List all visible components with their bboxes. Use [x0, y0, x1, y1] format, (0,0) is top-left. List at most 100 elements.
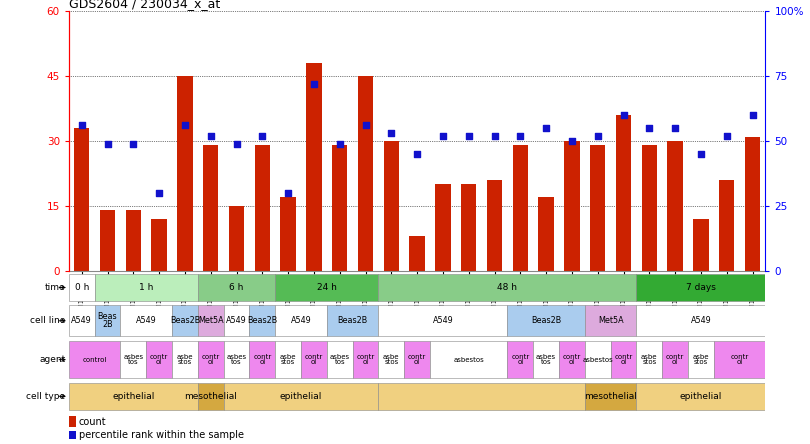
Point	[463, 132, 475, 139]
Bar	[590, 145, 606, 271]
Bar	[611, 341, 637, 378]
Bar	[637, 274, 765, 301]
Bar	[637, 383, 765, 409]
Bar	[688, 341, 714, 378]
Point	[333, 140, 346, 147]
Bar	[404, 341, 430, 378]
Text: contr
ol: contr ol	[731, 354, 748, 365]
Bar	[352, 341, 378, 378]
Bar	[513, 145, 528, 271]
Bar	[667, 141, 683, 271]
Text: cell type: cell type	[27, 392, 66, 401]
Point	[591, 132, 604, 139]
Bar	[126, 210, 141, 271]
Text: 0 h: 0 h	[75, 283, 89, 292]
Text: asbes
tos: asbes tos	[330, 354, 350, 365]
Bar	[332, 145, 347, 271]
Bar	[507, 305, 585, 336]
Bar	[358, 76, 373, 271]
Text: 1 h: 1 h	[139, 283, 153, 292]
Bar	[435, 184, 450, 271]
Bar	[327, 305, 378, 336]
Point	[617, 111, 630, 119]
Text: asbes
tos: asbes tos	[227, 354, 246, 365]
Bar	[69, 305, 95, 336]
Text: asbe
stos: asbe stos	[641, 354, 658, 365]
Text: percentile rank within the sample: percentile rank within the sample	[79, 430, 244, 440]
Text: asbes
tos: asbes tos	[123, 354, 143, 365]
Bar	[306, 63, 322, 271]
Text: asbe
stos: asbe stos	[280, 354, 296, 365]
Bar	[151, 219, 167, 271]
Bar	[378, 305, 507, 336]
Bar	[637, 341, 663, 378]
Bar	[69, 431, 76, 440]
Text: 48 h: 48 h	[497, 283, 518, 292]
Text: 24 h: 24 h	[317, 283, 337, 292]
Text: agent: agent	[40, 355, 66, 364]
Bar	[714, 341, 765, 378]
Point	[101, 140, 114, 147]
Text: Met5A: Met5A	[598, 316, 624, 325]
Text: GDS2604 / 230034_x_at: GDS2604 / 230034_x_at	[69, 0, 220, 10]
Point	[385, 130, 398, 137]
Bar	[249, 305, 275, 336]
Bar	[69, 383, 198, 409]
Bar	[254, 145, 270, 271]
Point	[488, 132, 501, 139]
Point	[746, 111, 759, 119]
Bar	[198, 274, 275, 301]
Point	[204, 132, 217, 139]
Text: asbe
stos: asbe stos	[693, 354, 710, 365]
Bar	[121, 305, 172, 336]
Bar	[275, 305, 327, 336]
Point	[308, 80, 321, 87]
Text: A549: A549	[433, 316, 454, 325]
Point	[565, 138, 578, 145]
Text: contr
ol: contr ol	[615, 354, 633, 365]
Bar	[95, 274, 198, 301]
Text: mesothelial: mesothelial	[185, 392, 237, 401]
Bar	[430, 341, 507, 378]
Point	[152, 190, 165, 197]
Point	[75, 122, 88, 129]
Text: epithelial: epithelial	[280, 392, 322, 401]
Bar	[74, 128, 89, 271]
Point	[282, 190, 295, 197]
Bar	[642, 145, 657, 271]
Text: count: count	[79, 417, 107, 427]
Text: cell line: cell line	[30, 316, 66, 325]
Text: time: time	[45, 283, 66, 292]
Bar	[224, 341, 249, 378]
Bar	[121, 341, 147, 378]
Text: 7 days: 7 days	[686, 283, 716, 292]
Bar	[565, 141, 580, 271]
Bar	[69, 416, 76, 427]
Text: epithelial: epithelial	[680, 392, 723, 401]
Bar	[693, 219, 709, 271]
Text: 6 h: 6 h	[229, 283, 244, 292]
Text: Beas2B: Beas2B	[247, 316, 278, 325]
Point	[669, 124, 682, 131]
Bar	[100, 210, 115, 271]
Text: asbes
tos: asbes tos	[536, 354, 556, 365]
Point	[437, 132, 450, 139]
Text: contr
ol: contr ol	[254, 354, 271, 365]
Bar	[585, 383, 637, 409]
Point	[514, 132, 526, 139]
Point	[411, 151, 424, 158]
Bar	[198, 305, 224, 336]
Bar	[384, 141, 399, 271]
Bar	[487, 180, 502, 271]
Bar	[177, 76, 193, 271]
Point	[359, 122, 372, 129]
Text: contr
ol: contr ol	[202, 354, 220, 365]
Text: asbe
stos: asbe stos	[177, 354, 194, 365]
Bar	[224, 383, 378, 409]
Point	[256, 132, 269, 139]
Bar	[637, 305, 765, 336]
Bar	[539, 197, 554, 271]
Bar	[198, 383, 224, 409]
Point	[539, 124, 552, 131]
Bar	[616, 115, 631, 271]
